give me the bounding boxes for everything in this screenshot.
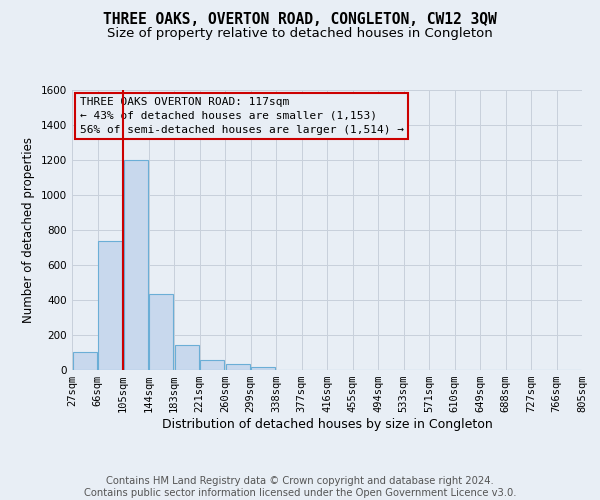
Bar (226, 364, 250, 370)
Bar (73, 352, 97, 370)
Text: Size of property relative to detached houses in Congleton: Size of property relative to detached ho… (107, 28, 493, 40)
Text: Contains HM Land Registry data © Crown copyright and database right 2024.
Contai: Contains HM Land Registry data © Crown c… (84, 476, 516, 498)
Bar (149, 294, 173, 370)
Bar (175, 344, 199, 370)
X-axis label: Distribution of detached houses by size in Congleton: Distribution of detached houses by size … (161, 418, 493, 431)
Bar (124, 160, 148, 370)
Text: THREE OAKS OVERTON ROAD: 117sqm
← 43% of detached houses are smaller (1,153)
56%: THREE OAKS OVERTON ROAD: 117sqm ← 43% of… (80, 97, 404, 135)
Text: THREE OAKS, OVERTON ROAD, CONGLETON, CW12 3QW: THREE OAKS, OVERTON ROAD, CONGLETON, CW1… (103, 12, 497, 28)
Bar (98, 242, 122, 370)
Bar (251, 367, 275, 370)
Bar (200, 360, 224, 370)
Y-axis label: Number of detached properties: Number of detached properties (22, 137, 35, 323)
